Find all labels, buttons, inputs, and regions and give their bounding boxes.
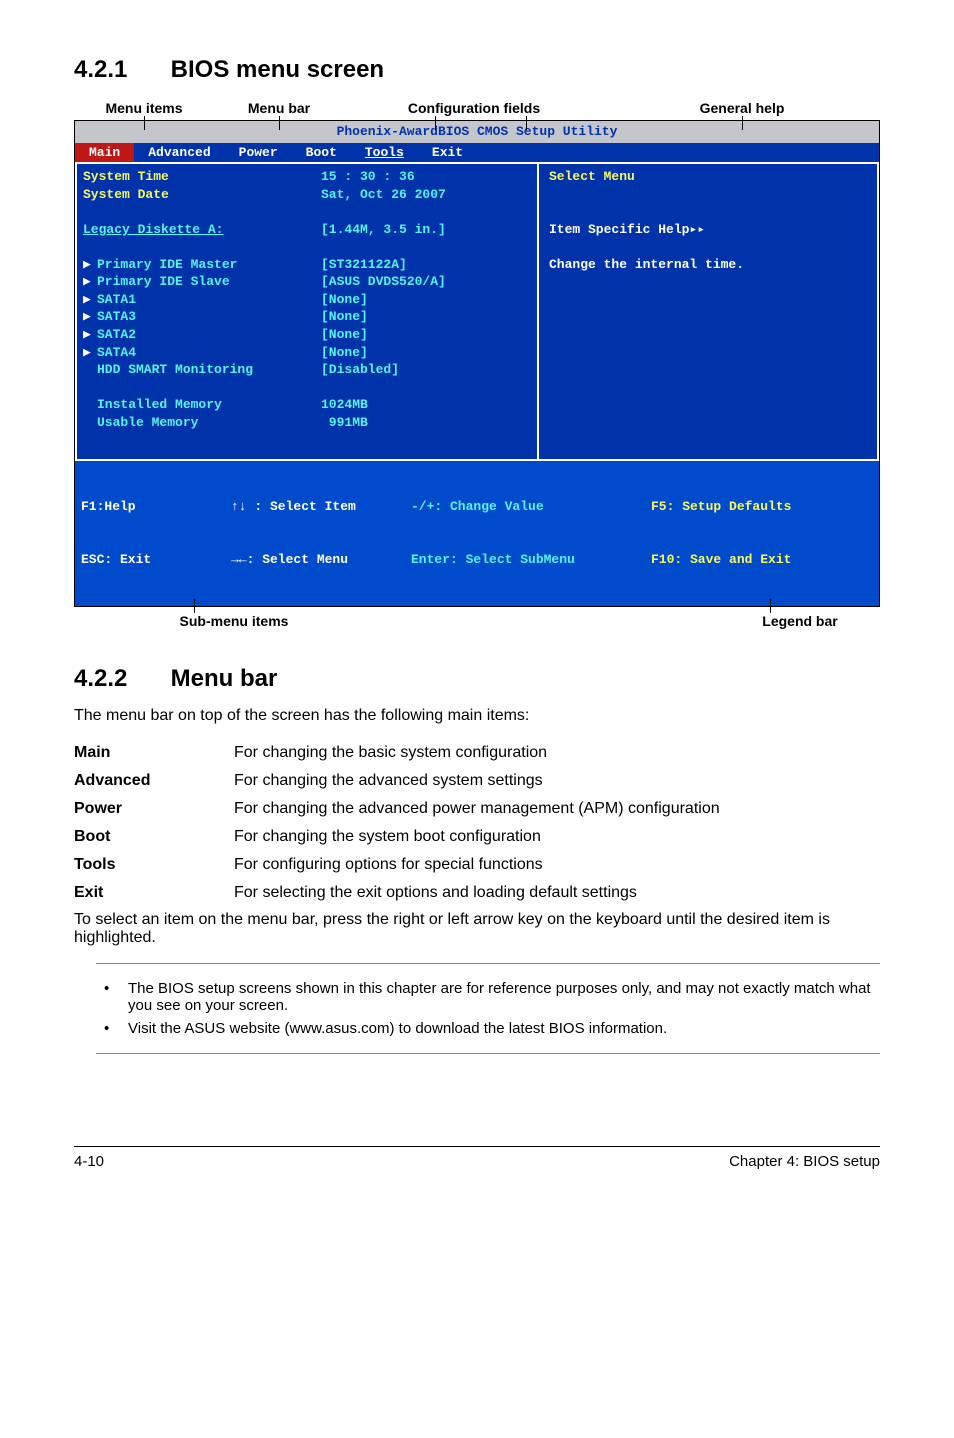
submenu-item[interactable]: ▶SATA3 bbox=[83, 308, 309, 326]
submenu-item[interactable]: ▶Primary IDE Slave bbox=[83, 273, 309, 291]
value-row: [None] bbox=[321, 344, 531, 362]
table-row: ToolsFor configuring options for special… bbox=[74, 851, 880, 879]
def-key: Main bbox=[74, 739, 234, 767]
help-text: Change the internal time. bbox=[549, 256, 869, 274]
def-key: Boot bbox=[74, 823, 234, 851]
label-menu-items: Menu items bbox=[105, 100, 182, 116]
section-title: Menu bar bbox=[171, 665, 278, 692]
def-val: For configuring options for special func… bbox=[234, 851, 880, 879]
item-usable-memory: Usable Memory bbox=[83, 414, 309, 432]
label-config-fields: Configuration fields bbox=[408, 100, 540, 116]
note-body: •The BIOS setup screens shown in this ch… bbox=[96, 963, 880, 1054]
def-key: Power bbox=[74, 795, 234, 823]
bottom-annotation-labels: Sub-menu items Legend bar bbox=[74, 613, 880, 629]
menu-definitions-table: MainFor changing the basic system config… bbox=[74, 739, 880, 907]
bios-menu-bar[interactable]: Main Advanced Power Boot Tools Exit bbox=[75, 143, 879, 163]
value-row: [ST321122A] bbox=[321, 256, 531, 274]
bios-title-bar: Phoenix-AwardBIOS CMOS Setup Utility bbox=[75, 121, 879, 143]
item-installed-memory: Installed Memory bbox=[83, 396, 309, 414]
chevron-right-icon: ▶ bbox=[83, 344, 97, 362]
note-block: •The BIOS setup screens shown in this ch… bbox=[74, 963, 880, 1054]
bios-tab-advanced[interactable]: Advanced bbox=[134, 143, 224, 163]
bios-legend-bar: F1:Help ESC: Exit ↑↓ : Select Item →←: S… bbox=[75, 461, 879, 605]
legend-select-submenu: Enter: Select SubMenu bbox=[411, 551, 651, 569]
legend-f5: F5: Setup Defaults bbox=[651, 498, 873, 516]
bios-screen: Phoenix-AwardBIOS CMOS Setup Utility Mai… bbox=[74, 120, 880, 607]
value-mem1: 1024MB bbox=[321, 396, 531, 414]
section-number: 4.2.1 bbox=[74, 56, 164, 84]
def-val: For changing the advanced system setting… bbox=[234, 767, 880, 795]
section-number: 4.2.2 bbox=[74, 665, 164, 693]
help-item-specific: Item Specific Help▸▸ bbox=[549, 221, 869, 239]
value-row: [ASUS DVDS520/A] bbox=[321, 273, 531, 291]
legend-select-menu: →←: Select Menu bbox=[231, 551, 411, 569]
chevron-right-icon: ▶ bbox=[83, 256, 97, 274]
legend-esc: ESC: Exit bbox=[81, 551, 231, 569]
value-time: 15 : 30 : 36 bbox=[321, 168, 531, 186]
def-val: For selecting the exit options and loadi… bbox=[234, 879, 880, 907]
page-footer: 4-10 Chapter 4: BIOS setup bbox=[74, 1144, 880, 1170]
value-date: Sat, Oct 26 2007 bbox=[321, 186, 531, 204]
bios-tab-exit[interactable]: Exit bbox=[418, 143, 477, 163]
bios-tab-tools[interactable]: Tools bbox=[351, 143, 418, 163]
value-row: [None] bbox=[321, 308, 531, 326]
table-row: BootFor changing the system boot configu… bbox=[74, 823, 880, 851]
menubar-intro-text: The menu bar on top of the screen has th… bbox=[74, 707, 880, 725]
def-key: Exit bbox=[74, 879, 234, 907]
submenu-item[interactable]: ▶SATA2 bbox=[83, 326, 309, 344]
legend-select-item: ↑↓ : Select Item bbox=[231, 498, 411, 516]
submenu-item[interactable]: ▶Primary IDE Master bbox=[83, 256, 309, 274]
section-heading-421: 4.2.1 BIOS menu screen bbox=[74, 56, 880, 84]
bios-body: System Time System Date Legacy Diskette … bbox=[75, 162, 879, 461]
after-defs-text: To select an item on the menu bar, press… bbox=[74, 911, 880, 947]
chevron-right-icon: ▶ bbox=[83, 291, 97, 309]
bios-tab-main[interactable]: Main bbox=[75, 143, 134, 163]
legend-change-value: -/+: Change Value bbox=[411, 498, 651, 516]
help-select-menu: Select Menu bbox=[549, 168, 869, 186]
bios-tab-boot[interactable]: Boot bbox=[292, 143, 351, 163]
chevron-right-icon: ▶ bbox=[83, 273, 97, 291]
bios-left-pane: System Time System Date Legacy Diskette … bbox=[75, 162, 315, 461]
item-system-time[interactable]: System Time bbox=[83, 168, 309, 186]
def-key: Tools bbox=[74, 851, 234, 879]
item-system-date[interactable]: System Date bbox=[83, 186, 309, 204]
bios-help-pane: Select Menu Item Specific Help▸▸ Change … bbox=[537, 162, 879, 461]
value-row: [None] bbox=[321, 326, 531, 344]
bios-tab-power[interactable]: Power bbox=[225, 143, 292, 163]
value-row: [None] bbox=[321, 291, 531, 309]
bios-mid-pane: 15 : 30 : 36 Sat, Oct 26 2007 [1.44M, 3.… bbox=[315, 162, 537, 461]
footer-divider bbox=[74, 1146, 880, 1147]
legend-f10: F10: Save and Exit bbox=[651, 551, 873, 569]
table-row: PowerFor changing the advanced power man… bbox=[74, 795, 880, 823]
submenu-item[interactable]: HDD SMART Monitoring bbox=[83, 361, 309, 379]
legend-f1: F1:Help bbox=[81, 498, 231, 516]
label-menu-bar: Menu bar bbox=[248, 100, 310, 116]
submenu-item[interactable]: ▶SATA1 bbox=[83, 291, 309, 309]
note-text: Visit the ASUS website (www.asus.com) to… bbox=[128, 1020, 667, 1037]
chapter-label: Chapter 4: BIOS setup bbox=[729, 1153, 880, 1170]
def-val: For changing the advanced power manageme… bbox=[234, 795, 880, 823]
chevron-right-icon: ▶ bbox=[83, 308, 97, 326]
table-row: ExitFor selecting the exit options and l… bbox=[74, 879, 880, 907]
section-heading-422: 4.2.2 Menu bar bbox=[74, 665, 880, 693]
note-text: The BIOS setup screens shown in this cha… bbox=[128, 980, 872, 1014]
label-legend-bar: Legend bar bbox=[762, 613, 837, 629]
submenu-item[interactable]: ▶SATA4 bbox=[83, 344, 309, 362]
def-val: For changing the system boot configurati… bbox=[234, 823, 880, 851]
def-key: Advanced bbox=[74, 767, 234, 795]
item-legacy-diskette[interactable]: Legacy Diskette A: bbox=[83, 221, 309, 239]
table-row: AdvancedFor changing the advanced system… bbox=[74, 767, 880, 795]
value-row: [Disabled] bbox=[321, 361, 531, 379]
label-submenu-items: Sub-menu items bbox=[180, 613, 289, 629]
page-number: 4-10 bbox=[74, 1153, 104, 1170]
value-mem2: 991MB bbox=[321, 414, 531, 432]
table-row: MainFor changing the basic system config… bbox=[74, 739, 880, 767]
top-annotation-labels: Menu items Menu bar Configuration fields… bbox=[74, 100, 880, 116]
chevron-right-icon: ▶ bbox=[83, 326, 97, 344]
section-title: BIOS menu screen bbox=[171, 56, 384, 83]
value-diskette: [1.44M, 3.5 in.] bbox=[321, 221, 531, 239]
def-val: For changing the basic system configurat… bbox=[234, 739, 880, 767]
label-general-help: General help bbox=[700, 100, 785, 116]
